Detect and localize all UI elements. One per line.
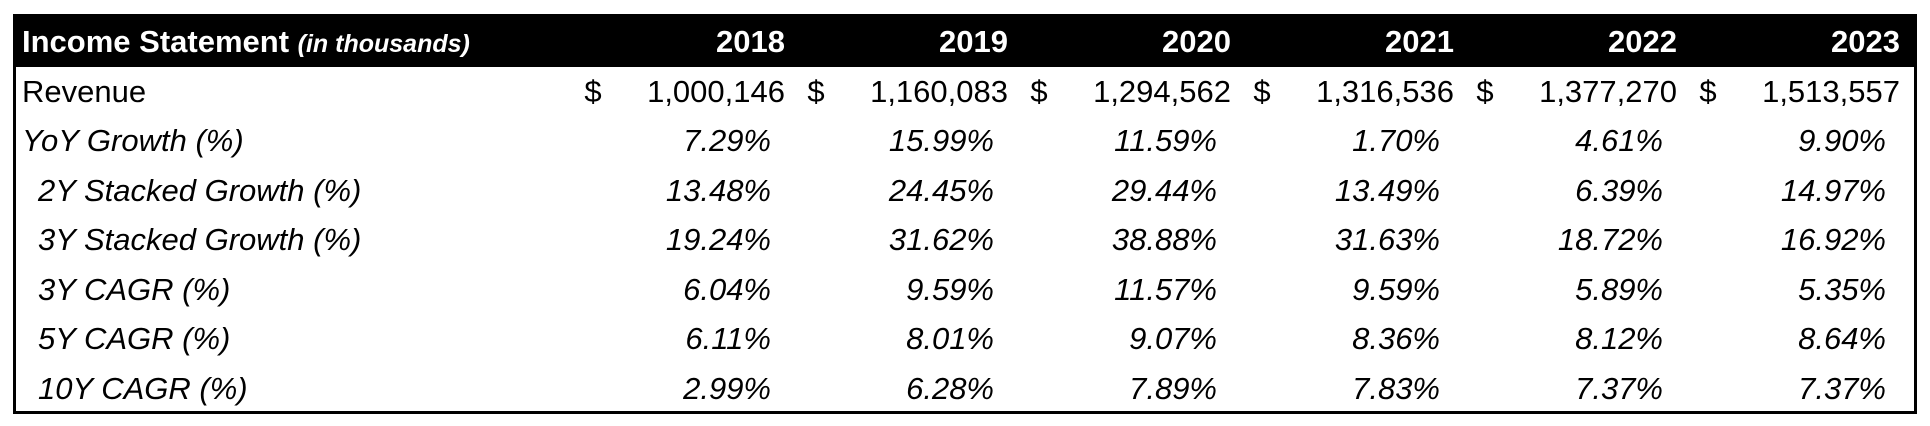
year-header-2019[interactable]: 2019 [939, 24, 1008, 59]
revenue-cell[interactable]: 1,513,557 [1762, 73, 1900, 109]
growth-value-cell[interactable]: 9.59% [1352, 271, 1440, 307]
growth-value-cell[interactable]: 8.64% [1798, 321, 1886, 357]
row-label[interactable]: 3Y Stacked Growth (%) [38, 222, 362, 258]
currency-symbol[interactable]: $ [584, 73, 602, 109]
growth-value-cell[interactable]: 5.35% [1798, 271, 1886, 307]
growth-row: YoY Growth (%) 7.29% 15.99% 11.59% 1.70% 4.61… [16, 117, 1914, 167]
row-label[interactable]: Revenue [22, 73, 147, 109]
growth-value-cell[interactable]: 29.44% [1111, 172, 1217, 208]
growth-value-cell[interactable]: 8.12% [1575, 321, 1663, 357]
revenue-cell[interactable]: 1,316,536 [1316, 73, 1454, 109]
growth-value-cell[interactable]: 6.11% [685, 321, 771, 357]
revenue-cell[interactable]: 1,294,562 [1093, 73, 1231, 109]
revenue-cell[interactable]: 1,160,083 [870, 73, 1008, 109]
row-label[interactable]: 2Y Stacked Growth (%) [38, 172, 362, 208]
growth-value-cell[interactable]: 14.97% [1780, 172, 1886, 208]
growth-value-cell[interactable]: 18.72% [1557, 222, 1663, 258]
currency-symbol[interactable]: $ [1699, 73, 1717, 109]
year-header-2021[interactable]: 2021 [1385, 24, 1454, 59]
currency-symbol[interactable]: $ [1030, 73, 1048, 109]
table-title-note: (in thousands) [297, 30, 470, 58]
currency-symbol[interactable]: $ [807, 73, 825, 109]
currency-symbol[interactable]: $ [1253, 73, 1271, 109]
growth-value-cell[interactable]: 4.61% [1575, 123, 1663, 159]
growth-value-cell[interactable]: 6.04% [683, 271, 771, 307]
row-label[interactable]: YoY Growth (%) [22, 123, 244, 159]
growth-value-cell[interactable]: 1.70% [1352, 123, 1440, 159]
growth-value-cell[interactable]: 31.62% [888, 222, 994, 258]
growth-value-cell[interactable]: 9.59% [906, 271, 994, 307]
revenue-cell[interactable]: 1,000,146 [647, 73, 785, 109]
growth-value-cell[interactable]: 19.24% [665, 222, 771, 258]
growth-value-cell[interactable]: 7.89% [1129, 370, 1217, 406]
income-statement-table: Income Statement (in thousands) 2018 201… [13, 14, 1917, 414]
growth-value-cell[interactable]: 11.59% [1114, 123, 1217, 159]
header-row: Income Statement (in thousands) 2018 201… [16, 17, 1914, 67]
row-label[interactable]: 3Y CAGR (%) [38, 271, 231, 307]
growth-value-cell[interactable]: 7.29% [683, 123, 771, 159]
growth-row: 3Y CAGR (%) 6.04% 9.59% 11.57% 9.59% 5.89% 5.3… [16, 265, 1914, 315]
row-label[interactable]: 5Y CAGR (%) [38, 321, 231, 357]
year-header-2020[interactable]: 2020 [1162, 24, 1231, 59]
growth-value-cell[interactable]: 2.99% [683, 370, 771, 406]
growth-value-cell[interactable]: 5.89% [1575, 271, 1663, 307]
growth-value-cell[interactable]: 31.63% [1334, 222, 1440, 258]
growth-value-cell[interactable]: 9.90% [1798, 123, 1886, 159]
growth-value-cell[interactable]: 6.39% [1575, 172, 1663, 208]
growth-value-cell[interactable]: 13.48% [665, 172, 771, 208]
growth-value-cell[interactable]: 38.88% [1111, 222, 1217, 258]
growth-value-cell[interactable]: 16.92% [1780, 222, 1886, 258]
growth-value-cell[interactable]: 8.36% [1352, 321, 1440, 357]
growth-value-cell[interactable]: 6.28% [906, 370, 994, 406]
income-statement-grid: Income Statement (in thousands) 2018 201… [16, 17, 1914, 414]
growth-value-cell[interactable]: 24.45% [888, 172, 994, 208]
growth-row: 3Y Stacked Growth (%) 19.24% 31.62% 38.88% 3… [16, 216, 1914, 266]
year-header-2018[interactable]: 2018 [716, 24, 785, 59]
year-header-2022[interactable]: 2022 [1608, 24, 1677, 59]
growth-value-cell[interactable]: 7.37% [1575, 370, 1663, 406]
growth-value-cell[interactable]: 13.49% [1334, 172, 1440, 208]
growth-row: 10Y CAGR (%) 2.99% 6.28% 7.89% 7.83% 7.37% 7.3… [16, 364, 1914, 414]
row-label[interactable]: 10Y CAGR (%) [38, 370, 248, 406]
table-title-cell: Income Statement (in thousands) [16, 17, 576, 67]
growth-value-cell[interactable]: 7.37% [1798, 370, 1886, 406]
growth-value-cell[interactable]: 11.57% [1114, 271, 1217, 307]
revenue-row: Revenue $ 1,000,146 $ 1,160,083 $ 1,294,… [16, 67, 1914, 117]
growth-value-cell[interactable]: 8.01% [906, 321, 994, 357]
revenue-cell[interactable]: 1,377,270 [1539, 73, 1677, 109]
table-title: Income Statement [22, 24, 290, 59]
growth-value-cell[interactable]: 7.83% [1352, 370, 1440, 406]
growth-row: 5Y CAGR (%) 6.11% 8.01% 9.07% 8.36% 8.12% 8.64… [16, 315, 1914, 365]
currency-symbol[interactable]: $ [1476, 73, 1494, 109]
growth-row: 2Y Stacked Growth (%) 13.48% 24.45% 29.44% 1… [16, 166, 1914, 216]
year-header-2023[interactable]: 2023 [1831, 24, 1900, 59]
growth-value-cell[interactable]: 9.07% [1129, 321, 1217, 357]
growth-value-cell[interactable]: 15.99% [888, 123, 994, 159]
